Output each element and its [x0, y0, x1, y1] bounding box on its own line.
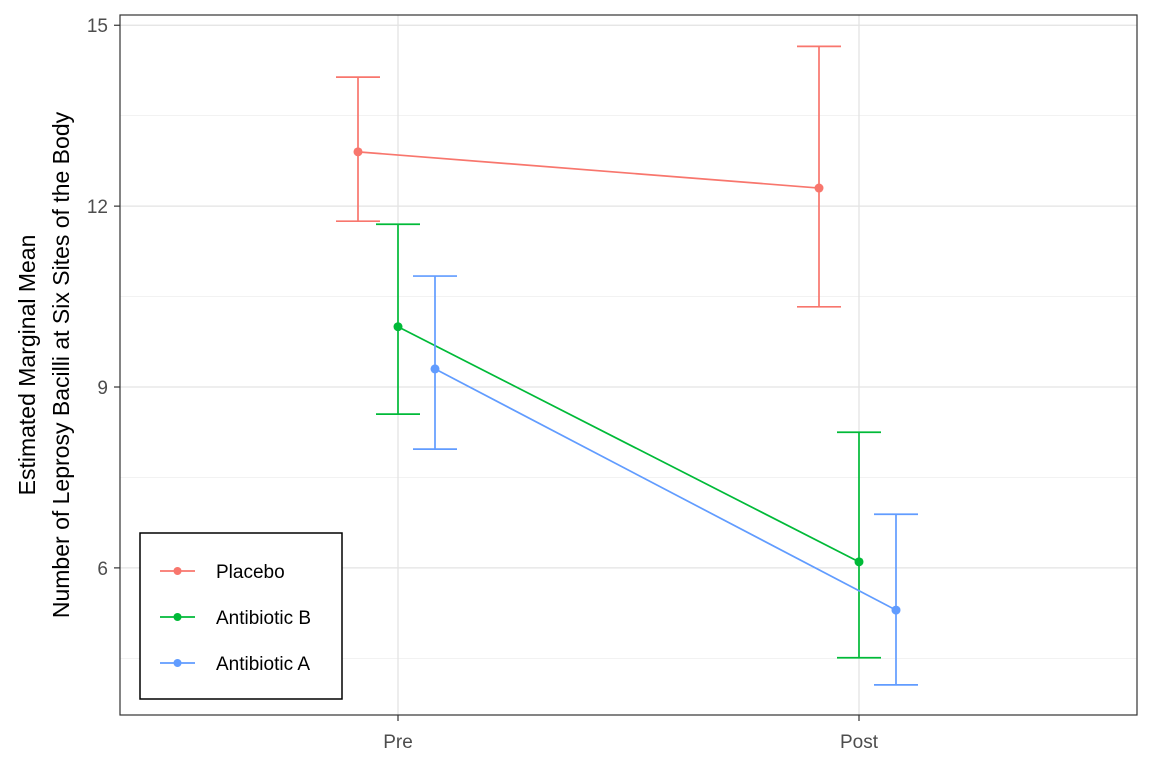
data-point	[393, 322, 403, 332]
error-bar	[376, 223, 420, 415]
legend-label: Antibiotic B	[216, 608, 311, 629]
data-point	[854, 557, 864, 567]
data-point	[891, 605, 901, 615]
marks	[336, 45, 918, 686]
y-tick-label: 15	[87, 16, 108, 37]
y-axis-label-line1: Estimated Marginal Mean	[14, 235, 40, 496]
error-bar	[837, 431, 881, 659]
legend-point	[173, 613, 182, 621]
legend-point	[173, 567, 182, 575]
data-point	[353, 147, 363, 157]
panel-border	[119, 14, 1138, 716]
error-bar	[797, 45, 841, 308]
data-point	[814, 183, 824, 193]
axes: 6 9 12 15 Pre Post	[87, 16, 879, 753]
data-point	[430, 364, 440, 374]
y-tick-label: 9	[97, 378, 108, 399]
series-line-0	[357, 151, 820, 189]
x-tick-label: Pre	[383, 732, 413, 753]
y-tick-label: 12	[87, 197, 108, 218]
legend-label: Antibiotic A	[216, 654, 310, 675]
error-bar	[874, 513, 918, 686]
legend-point	[173, 659, 182, 667]
series-line-2	[434, 368, 897, 611]
legend-label: Placebo	[216, 562, 285, 583]
series-line-1	[397, 325, 860, 563]
legend: Placebo Antibiotic B Antibiotic A	[139, 532, 343, 700]
x-tick-label: Post	[840, 732, 879, 753]
y-axis-label-line2: Number of Leprosy Bacilli at Six Sites o…	[48, 111, 74, 618]
error-bar	[413, 275, 457, 450]
y-tick-label: 6	[97, 559, 108, 580]
